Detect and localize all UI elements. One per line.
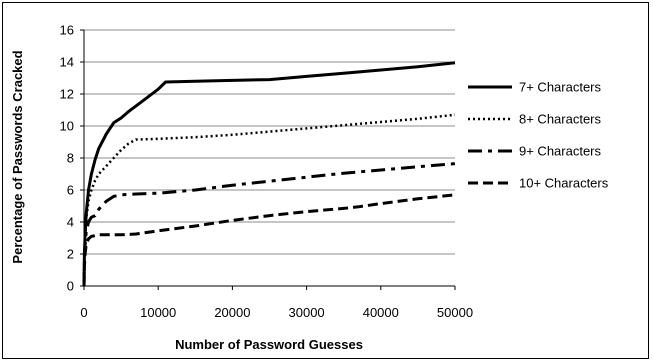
series-lines bbox=[82, 61, 456, 287]
y-tick-label: 6 bbox=[67, 183, 74, 198]
x-tick-label: 20000 bbox=[214, 305, 250, 320]
axes: 0 2 4 6 8 10 12 14 16 0 10000 20000 30000 40000 50000 bbox=[60, 23, 474, 321]
x-tick-label: 10000 bbox=[140, 305, 176, 320]
y-tick-label: 8 bbox=[67, 151, 74, 166]
series-line-3 bbox=[82, 162, 456, 287]
y-tick-label: 14 bbox=[60, 55, 74, 70]
y-axis-title: Percentage of Passwords Cracked bbox=[10, 50, 25, 263]
legend-label: 8+ Characters bbox=[519, 112, 602, 127]
x-tick-label: 30000 bbox=[289, 305, 325, 320]
gridlines bbox=[84, 29, 455, 255]
series-line-2 bbox=[82, 113, 456, 287]
legend: 7+ Characters 8+ Characters 9+ Characters 1… bbox=[468, 80, 609, 191]
legend-label: 9+ Characters bbox=[519, 144, 602, 159]
series-line-1 bbox=[82, 61, 456, 287]
x-tick-label: 40000 bbox=[363, 305, 399, 320]
y-tick-label: 16 bbox=[60, 23, 74, 38]
series-line-4 bbox=[82, 193, 456, 287]
y-tick-label: 10 bbox=[60, 119, 74, 134]
x-tick-label: 0 bbox=[80, 305, 87, 320]
y-tick-label: 4 bbox=[67, 215, 74, 230]
y-tick-label: 0 bbox=[67, 279, 74, 294]
y-tick-label: 2 bbox=[67, 247, 74, 262]
x-tick-label: 50000 bbox=[437, 305, 473, 320]
legend-label: 10+ Characters bbox=[519, 176, 609, 191]
y-tick-label: 12 bbox=[60, 87, 74, 102]
legend-label: 7+ Characters bbox=[519, 80, 602, 95]
x-axis-title: Number of Password Guesses bbox=[175, 337, 363, 352]
